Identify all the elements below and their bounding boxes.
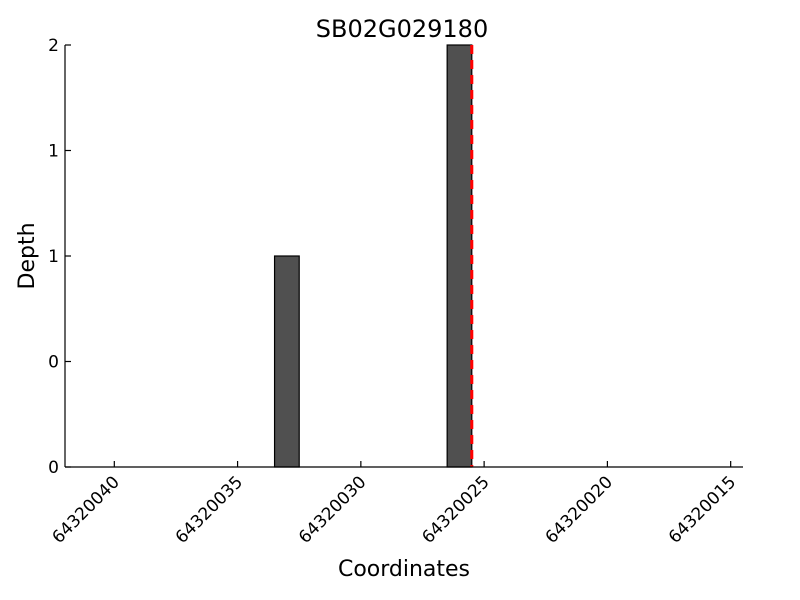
x-tick-label-2: 64320030 bbox=[295, 472, 370, 547]
y-ticks: 0 0 1 1 2 bbox=[48, 36, 71, 478]
y-tick-label-4: 2 bbox=[48, 36, 59, 56]
chart-title: SB02G029180 bbox=[316, 15, 488, 43]
axes-layer bbox=[64, 45, 743, 468]
x-tick-label-5: 64320015 bbox=[665, 472, 740, 547]
x-tick-label-1: 64320035 bbox=[172, 472, 247, 547]
x-tick-label-0: 64320040 bbox=[49, 472, 124, 547]
x-tick-label-4: 64320020 bbox=[542, 472, 617, 547]
y-tick-label-2: 1 bbox=[48, 247, 59, 267]
x-tick-label-3: 64320025 bbox=[418, 472, 493, 547]
x-ticks: 64320040 64320035 64320030 64320025 64320020… bbox=[49, 461, 740, 548]
y-axis-label: Depth bbox=[15, 222, 40, 289]
y-tick-label-1: 0 bbox=[48, 353, 59, 373]
x-axis-label: Coordinates bbox=[338, 557, 470, 582]
y-tick-label-0: 0 bbox=[48, 458, 59, 478]
y-tick-label-3: 1 bbox=[48, 142, 59, 162]
bar-1 bbox=[446, 44, 473, 468]
bar-0 bbox=[273, 255, 300, 468]
bars-layer bbox=[273, 44, 473, 468]
